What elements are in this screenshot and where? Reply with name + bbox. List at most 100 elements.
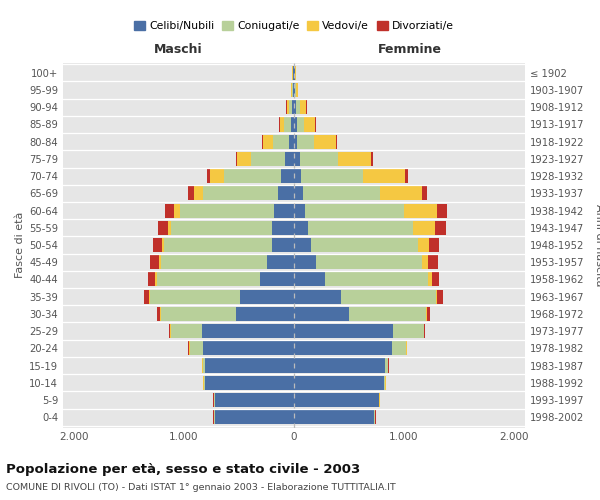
Bar (224, 169, 281, 183)
Bar (296, 83, 298, 97)
Bar (150, 290, 240, 304)
Bar (336, 134, 337, 149)
Text: COMUNE DI RIVOLI (TO) - Dati ISTAT 1° gennaio 2003 - Elaborazione TUTTITALIA.IT: COMUNE DI RIVOLI (TO) - Dati ISTAT 1° ge… (6, 484, 396, 492)
Bar (203, 358, 205, 372)
Bar (144, 290, 149, 304)
Bar (162, 238, 164, 252)
Bar (157, 307, 160, 321)
Bar (215, 393, 294, 407)
Bar (290, 118, 294, 132)
Bar (236, 307, 294, 321)
Bar (171, 324, 202, 338)
Bar (169, 324, 170, 338)
Bar (262, 134, 263, 149)
Bar (424, 324, 425, 338)
Legend: Celibi/Nubili, Coniugati/e, Vedovi/e, Divorziati/e: Celibi/Nubili, Coniugati/e, Vedovi/e, Di… (130, 17, 458, 36)
Bar (413, 220, 435, 235)
Bar (289, 100, 292, 114)
Bar (284, 118, 290, 132)
Bar (165, 204, 174, 218)
Bar (207, 169, 211, 183)
Text: Maschi: Maschi (154, 44, 203, 57)
Bar (349, 307, 426, 321)
Bar (294, 410, 374, 424)
Bar (158, 220, 167, 235)
Bar (301, 169, 364, 183)
Bar (338, 152, 371, 166)
Bar (294, 376, 384, 390)
Bar (430, 238, 439, 252)
Bar (431, 272, 439, 286)
Bar (437, 204, 447, 218)
Bar (274, 204, 294, 218)
Bar (304, 118, 316, 132)
Bar (311, 238, 418, 252)
Bar (294, 83, 295, 97)
Bar (174, 204, 179, 218)
Bar (303, 186, 380, 200)
Bar (294, 393, 379, 407)
Bar (237, 152, 251, 166)
Bar (215, 410, 294, 424)
Bar (294, 220, 308, 235)
Bar (294, 255, 316, 270)
Bar (422, 186, 427, 200)
Bar (305, 204, 404, 218)
Bar (155, 272, 157, 286)
Bar (392, 341, 406, 355)
Y-axis label: Fasce di età: Fasce di età (15, 212, 25, 278)
Bar (157, 272, 260, 286)
Bar (277, 186, 294, 200)
Bar (280, 118, 284, 132)
Bar (161, 307, 236, 321)
Bar (293, 83, 294, 97)
Bar (404, 204, 437, 218)
Bar (294, 341, 392, 355)
Bar (285, 152, 294, 166)
Bar (272, 220, 294, 235)
Text: Popolazione per età, sesso e stato civile - 2003: Popolazione per età, sesso e stato civil… (6, 462, 360, 475)
Bar (428, 255, 438, 270)
Bar (151, 255, 159, 270)
Bar (294, 358, 385, 372)
Bar (292, 100, 294, 114)
Bar (325, 272, 428, 286)
Bar (266, 255, 294, 270)
Bar (161, 255, 266, 270)
Bar (294, 290, 341, 304)
Bar (171, 220, 272, 235)
Bar (294, 134, 298, 149)
Bar (159, 255, 161, 270)
Bar (384, 376, 385, 390)
Bar (428, 272, 431, 286)
Bar (393, 324, 424, 338)
Bar (295, 66, 296, 80)
Bar (240, 290, 294, 304)
Bar (188, 186, 194, 200)
Bar (294, 152, 299, 166)
Bar (294, 272, 325, 286)
Bar (314, 134, 336, 149)
Bar (203, 186, 277, 200)
Bar (405, 169, 409, 183)
Text: Femmine: Femmine (377, 44, 442, 57)
Bar (294, 204, 305, 218)
Bar (204, 376, 205, 390)
Bar (251, 152, 285, 166)
Bar (296, 100, 299, 114)
Bar (190, 341, 203, 355)
Bar (437, 290, 443, 304)
Bar (290, 83, 292, 97)
Bar (211, 169, 224, 183)
Bar (167, 220, 171, 235)
Bar (308, 220, 413, 235)
Bar (299, 100, 306, 114)
Bar (287, 100, 289, 114)
Bar (427, 307, 430, 321)
Bar (294, 307, 349, 321)
Bar (294, 238, 311, 252)
Bar (295, 83, 296, 97)
Bar (205, 358, 294, 372)
Bar (418, 238, 430, 252)
Bar (422, 255, 428, 270)
